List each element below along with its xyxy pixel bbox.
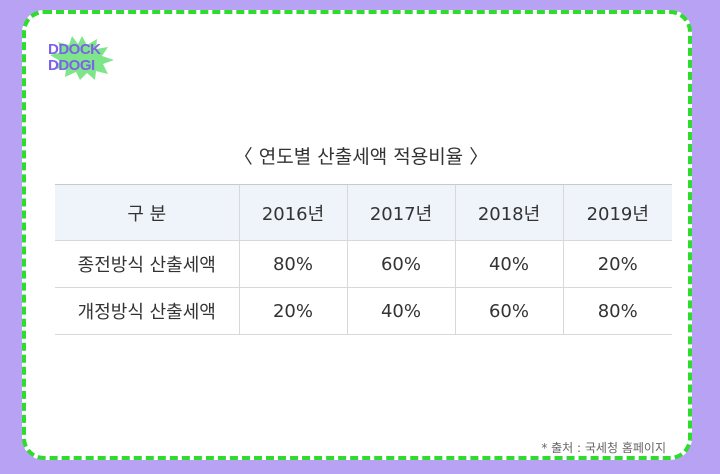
cell-value: 60% [346,240,455,288]
cell-value: 20% [238,287,347,335]
table-title: 〈 연도별 산출세액 적용비율 〉 [233,146,489,168]
table-row: 개정방식 산출세액 20% 40% 60% 80% [55,287,672,335]
cell-value: 60% [454,287,563,335]
header-year-2018: 2018년 [454,184,563,241]
cell-value: 40% [346,287,455,335]
table-row: 종전방식 산출세액 80% 60% 40% 20% [55,240,672,288]
cell-value: 80% [562,287,672,335]
cell-value: 40% [454,240,563,288]
row-label: 종전방식 산출세액 [55,240,239,288]
content-card: DDOCK DDOGI 〈 연도별 산출세액 적용비율 〉 구 분 2016년 … [22,10,692,460]
logo-text-line2: DDOGI [48,57,95,74]
header-year-2017: 2017년 [346,184,455,241]
cell-value: 80% [238,240,347,288]
starburst-icon [50,36,114,80]
ddock-ddogi-logo: DDOCK DDOGI [48,36,118,80]
cell-value: 20% [562,240,672,288]
header-row: 구 분 2016년 2017년 2018년 2019년 [55,184,672,241]
header-year-2016: 2016년 [238,184,347,241]
header-year-2019: 2019년 [562,184,672,241]
row-label: 개정방식 산출세액 [55,287,239,335]
tax-rate-table: 구 분 2016년 2017년 2018년 2019년 종전방식 산출세액 80… [55,184,672,335]
source-note: * 출처 : 국세청 홈페이지 [541,441,666,455]
header-category: 구 분 [55,184,239,241]
logo-text-line1: DDOCK [48,41,101,58]
